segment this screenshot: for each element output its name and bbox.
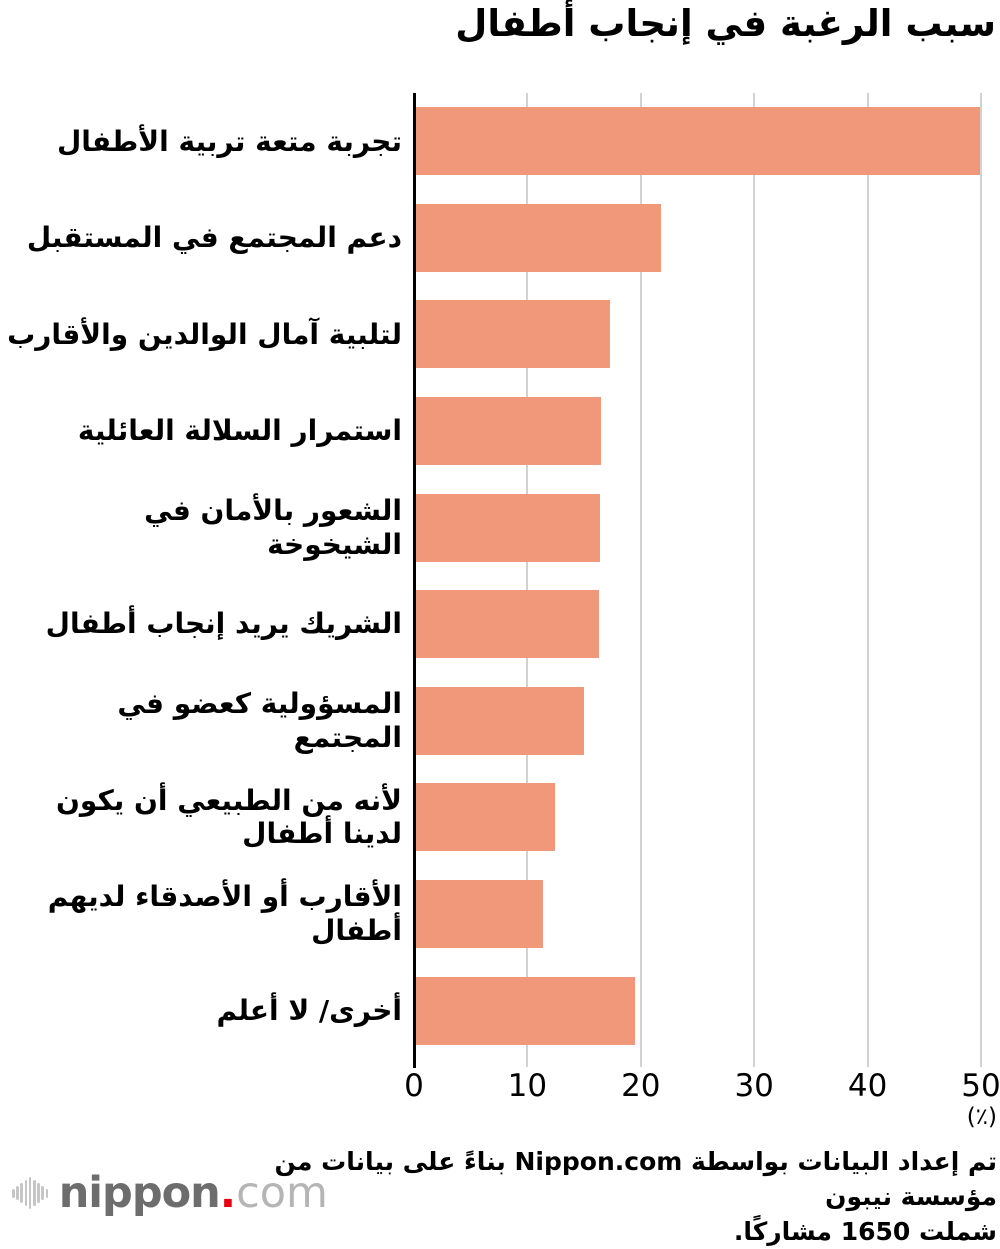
bars-container (414, 93, 981, 1059)
category-label-9: أخرى/ لا أعلم (216, 993, 402, 1027)
gridline-40 (866, 93, 869, 1067)
bar-row (414, 383, 981, 480)
bar-9 (414, 976, 636, 1045)
y-axis-line (413, 93, 416, 1068)
x-tick-label-0: 0 (404, 1068, 424, 1104)
bar-row (414, 190, 981, 287)
logo-nippon-text: nippon (58, 1167, 221, 1218)
bar-1 (414, 203, 662, 272)
bar-row (414, 866, 981, 963)
gridline-30 (753, 93, 756, 1067)
x-tick-label-40: 40 (847, 1068, 888, 1104)
bar-row (414, 962, 981, 1059)
category-label-5: الشريك يريد إنجاب أطفال (45, 607, 402, 641)
category-label-2: لتلبية آمال الوالدين والأقارب (7, 317, 402, 351)
x-axis-unit-label: (٪) (966, 1104, 997, 1130)
category-label-4: الشعور بالأمان في الشيخوخة (144, 494, 402, 561)
bar-row (414, 769, 981, 866)
x-tick-label-20: 20 (621, 1068, 661, 1104)
x-tick-label-10: 10 (507, 1068, 548, 1104)
category-label-6: المسؤولية كعضو في المجتمع (117, 687, 402, 754)
chart-title: سبب الرغبة في إنجاب أطفال (455, 2, 996, 45)
category-label-1: دعم المجتمع في المستقبل (26, 221, 402, 255)
bar-7 (414, 783, 555, 852)
soundwave-icon (12, 1177, 50, 1209)
bar-4 (414, 493, 600, 562)
gridline-20 (639, 93, 642, 1067)
bar-8 (414, 880, 544, 949)
bar-row (414, 576, 981, 673)
logo-com-text: com (236, 1167, 328, 1218)
bar-3 (414, 397, 602, 466)
bar-row (414, 673, 981, 770)
footnote-line-2: شملت 1650 مشاركًا. (733, 1217, 997, 1246)
bar-row (414, 479, 981, 576)
bar-5 (414, 590, 599, 659)
x-tick-label-30: 30 (734, 1068, 774, 1104)
category-label-7: لأنه من الطبيعي أن يكون لدينا أطفال (56, 783, 402, 851)
category-labels: تجربة متعة تربية الأطفال دعم المجتمع في ا… (0, 93, 402, 1059)
logo-text: nippon.com (59, 1171, 328, 1215)
x-tick-label-50: 50 (961, 1068, 1000, 1104)
x-axis-tick-labels: 0 10 20 30 40 50 (404, 1068, 1000, 1104)
bar-2 (414, 300, 611, 369)
category-label-0: تجربة متعة تربية الأطفال (56, 124, 402, 158)
bar-0 (414, 107, 980, 176)
gridline-10 (526, 93, 529, 1067)
category-label-3: استمرار السلالة العائلية (77, 414, 402, 448)
gridline-50 (980, 93, 982, 1067)
bar-row (414, 93, 981, 190)
logo-red-dot: . (219, 1167, 237, 1218)
nippon-logo: nippon.com (12, 1170, 328, 1216)
category-label-8: الأقارب أو الأصدقاء لديهم أطفال (47, 880, 402, 948)
bar-row (414, 286, 981, 383)
bar-6 (414, 686, 585, 755)
footnote-line-1: تم إعداد البيانات بواسطة Nippon.com بناء… (274, 1147, 997, 1211)
plot-area (413, 93, 982, 1068)
